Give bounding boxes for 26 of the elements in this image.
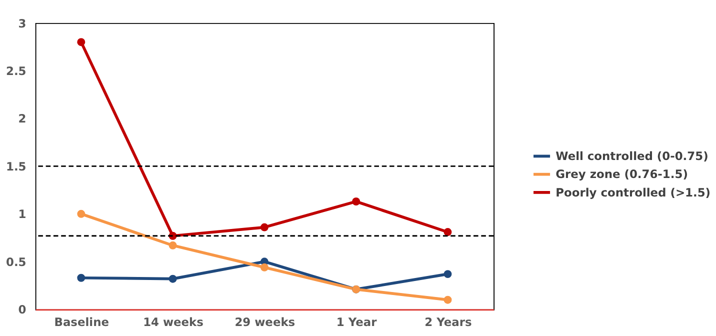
legend-label: Grey zone (0.76-1.5) <box>556 167 688 182</box>
x-tick-label: 2 Years <box>424 315 472 330</box>
point <box>168 274 177 283</box>
legend-label: Well controlled (0-0.75) <box>556 148 708 163</box>
point <box>260 263 268 272</box>
y-tick-label: 2.5 <box>6 64 26 78</box>
y-tick-label: 0.5 <box>6 254 26 269</box>
point <box>444 228 452 236</box>
x-tick-label: 14 weeks <box>143 315 204 330</box>
y-tick-label: 2 <box>18 112 26 126</box>
y-tick-label: 3 <box>18 16 26 30</box>
x-tick-label: 1 Year <box>336 315 378 330</box>
point <box>260 223 268 232</box>
point <box>444 270 452 278</box>
y-tick-label: 1.5 <box>6 159 26 174</box>
point <box>444 296 452 304</box>
point <box>168 241 177 250</box>
x-tick-label: Baseline <box>54 315 110 330</box>
y-tick-label: 0 <box>18 302 26 317</box>
point <box>77 210 86 218</box>
y-tick-label: 1 <box>18 207 26 222</box>
point <box>77 274 86 282</box>
x-tick-label: 29 weeks <box>234 315 296 330</box>
point <box>352 198 360 206</box>
legend-label: Poorly controlled (>1.5) <box>556 185 711 200</box>
point <box>77 38 86 46</box>
